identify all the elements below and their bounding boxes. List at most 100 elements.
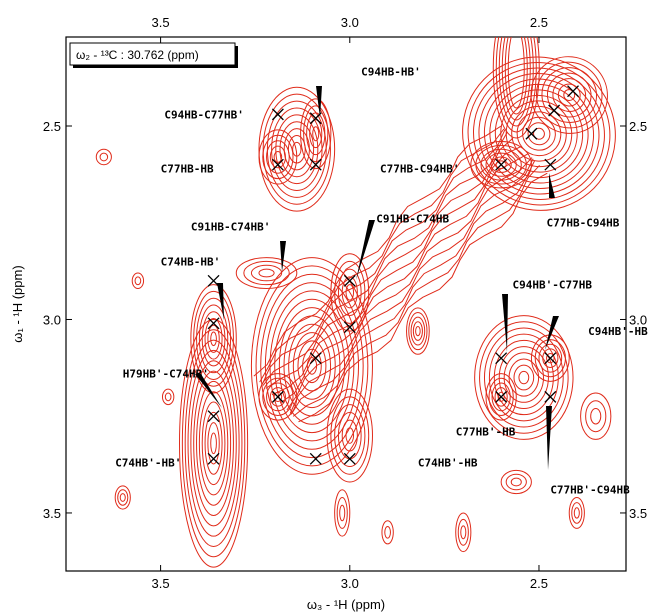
peak-annotation: C74HB-HB' [161,255,221,268]
diagonal-contour [290,160,536,415]
contour-line [250,257,373,475]
peak-annotation: C77HB'-HB [456,426,516,439]
x-tick-label-top: 3.0 [341,15,359,30]
contour-line [201,401,226,486]
contour-line [193,290,234,387]
contour-line [306,112,326,156]
peak-markers [207,85,579,465]
contour-line [99,152,109,162]
contour-line [573,507,580,519]
contour-line [184,339,243,547]
contour-line [527,122,551,146]
diagonal-contour [265,137,514,389]
contour-line [279,121,315,178]
contour-line [119,493,126,502]
contour-line [273,151,283,163]
contour-line [505,473,527,491]
contour-line [269,145,286,169]
contour-line [337,268,362,317]
y-tick-label-right: 2.5 [629,119,647,134]
contour-line [204,411,223,475]
diagonal-contour [262,131,508,386]
peak-annotation: C94HB'-HB [588,325,648,338]
contour-line [292,332,332,400]
contour-line [134,276,142,286]
diagonal-contour [259,128,505,383]
diagonal-contour [292,164,540,417]
peak-annotation: C77HB-HB [161,162,214,175]
contour-line [274,298,350,434]
contour-line [187,349,240,537]
contour-line [204,318,223,360]
diagonal-contour [253,125,502,377]
contour-line [546,353,555,364]
contour-line [381,520,394,545]
peak-marker [309,112,322,125]
peak-marker [309,158,322,171]
y-tick-label-left: 3.5 [43,506,61,521]
contour-line [330,396,370,475]
contour-line [95,148,112,166]
contour-line [500,469,532,495]
contour-line [492,37,540,139]
contour-line [530,56,608,134]
contour-line [483,327,564,428]
x-axis-title: ω₃ - ¹H (ppm) [307,597,385,612]
peak-marker [271,158,284,171]
leader-wedge [316,86,322,118]
contour-line [117,489,129,506]
peak-marker [544,158,557,171]
contour-line [341,276,358,309]
leader-wedge [217,283,224,320]
contour-line [590,407,602,425]
peak-annotation: C94HB-C77HB' [164,108,243,121]
contour-line [250,264,283,282]
contour-line [384,526,391,539]
peak-marker [548,104,561,117]
peak-marker [207,410,220,423]
contour-line [493,339,554,416]
contour-line [255,265,369,467]
peak-annotation: C91HB-C74HB [376,213,449,226]
contour-line [503,352,545,403]
peak-annotations: C94HB-HB' C94HB-C77HB' C77HB-HB C77HB-C94HB… [115,66,648,497]
contour-line [269,387,286,407]
contour-line [235,257,298,290]
contour-line [534,339,566,378]
peak-marker [544,352,557,365]
diagonal-contour [298,172,548,423]
peak-marker [207,452,220,465]
contour-line [336,496,348,529]
x-tick-label-top: 3.5 [152,15,170,30]
contour-line [262,377,294,416]
contour-line [262,134,294,180]
contour-line [278,307,346,425]
contour-line [345,427,355,444]
contour-line [541,67,598,123]
contour-line [266,140,290,174]
contour-line [470,140,532,189]
contour-line [181,329,246,558]
y-tick-label-right: 3.5 [629,506,647,521]
contour-line [190,284,237,394]
contour-line [114,485,131,510]
y-tick-label-left: 2.5 [43,119,61,134]
contour-line [479,321,569,434]
peak-marker [495,352,508,365]
contour-line [485,152,517,177]
diagonal-contour [286,157,533,411]
info-box-text: ω₂ - ¹³C : 30.762 (ppm) [76,48,199,62]
contour-line [500,94,578,173]
contour-line [334,489,351,537]
peak-marker [525,127,538,140]
peak-annotation: H79HB'-C74HB' [123,368,209,381]
peak-marker [271,390,284,403]
peak-marker [495,390,508,403]
contour-line [467,62,611,206]
peak-marker [207,274,220,287]
peak-annotation: C94HB'-C77HB [512,279,592,292]
peak-annotation: C77HB-C94HB' [380,162,459,175]
x-tick-label-bottom: 3.5 [152,576,170,591]
peak-marker [207,317,220,330]
contour-line [345,284,355,301]
